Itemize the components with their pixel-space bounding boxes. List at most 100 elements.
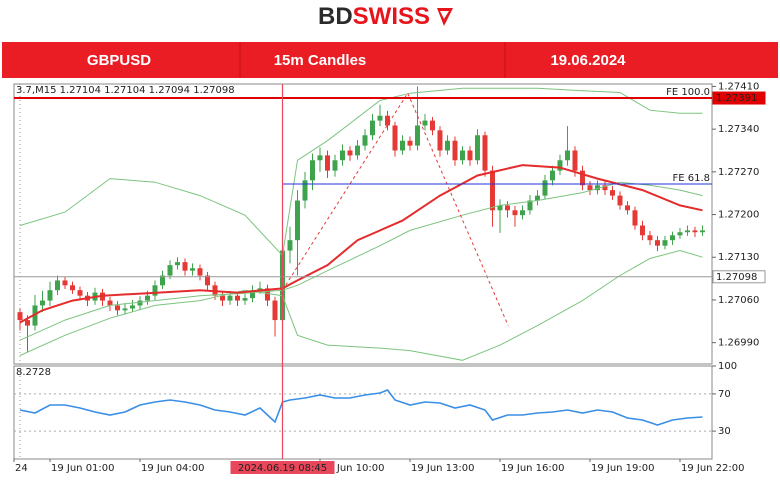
logo-red: SWISS: [353, 3, 430, 30]
indicator-line: [19, 389, 703, 426]
x-tick-label: 19 Jun 10:00: [321, 463, 385, 474]
symbol: GBPUSD: [87, 52, 151, 69]
candle-body: [497, 205, 503, 211]
candle-body: [602, 185, 608, 191]
candle-body: [519, 210, 525, 216]
candle-body: [677, 232, 683, 236]
candle-body: [317, 155, 323, 161]
candle-body: [197, 268, 203, 276]
candle-body: [339, 150, 345, 161]
x-tick-label: 19 Jun 13:00: [411, 463, 475, 474]
candle-body: [407, 140, 413, 146]
candle-body: [362, 135, 368, 146]
candle-body: [392, 125, 398, 151]
y-tick-label: 1.27200: [718, 210, 759, 221]
date: 19.06.2024: [550, 52, 626, 69]
indicator-line: [19, 87, 703, 257]
candle-body: [324, 155, 330, 171]
candle-body: [347, 150, 353, 156]
candle-body: [287, 240, 293, 251]
candle-body: [272, 300, 278, 321]
plot-layer: 1.27410 1.27340 1.27270 1.27200 1.27130 1.270…: [13, 81, 766, 474]
logo-arrow-cut: [440, 11, 449, 19]
candle-body: [257, 288, 263, 291]
level-tag: FE 61.8: [672, 173, 710, 184]
y-tick-label: 1.26990: [718, 338, 759, 349]
candle-body: [54, 280, 60, 291]
candle-body: [302, 180, 308, 201]
candle-body: [422, 120, 428, 126]
candle-body: [384, 115, 390, 126]
candle-body: [512, 210, 518, 216]
candle-body: [137, 300, 143, 306]
candle-body: [542, 180, 548, 196]
level-box: [712, 270, 766, 284]
crosshair-box: [230, 461, 335, 474]
candle-body: [144, 295, 150, 301]
candle-body: [527, 200, 533, 211]
candle-body: [264, 288, 270, 301]
y-tick-label: 1.27410: [718, 81, 759, 92]
candle-body: [369, 120, 375, 136]
candle-body: [77, 290, 83, 296]
x-tick-label: 24: [15, 463, 28, 474]
candle-body: [564, 150, 570, 161]
candle-body: [429, 120, 435, 131]
y-tick-label: 1.27340: [718, 124, 759, 135]
candle-body: [459, 150, 465, 161]
y-tick-label: 30: [718, 426, 731, 437]
candle-body: [549, 170, 555, 181]
candle-body: [227, 295, 233, 301]
candle-body: [609, 190, 615, 196]
candle-body: [249, 290, 255, 299]
candle-body: [669, 235, 675, 241]
y-tick-label: 70: [718, 389, 731, 400]
candle-body: [17, 312, 23, 321]
main-frame: [13, 83, 713, 365]
x-tick-label: 19 Jun 01:00: [51, 463, 115, 474]
logo-dark: BD: [318, 3, 353, 30]
indicator-line: [282, 92, 509, 326]
x-tick-label: 19 Jun 22:00: [681, 463, 745, 474]
level-tag: FE 100.0: [666, 87, 710, 98]
candle-body: [129, 305, 135, 309]
y-tick-label: 1.27060: [718, 295, 759, 306]
candle-body: [294, 200, 300, 241]
indicator-line: [19, 181, 703, 341]
candle-body: [24, 320, 30, 326]
candle-body: [482, 135, 488, 171]
logo: BDSWISS: [318, 3, 430, 30]
y-tick-label: 1.27270: [718, 167, 759, 178]
candle-body: [639, 225, 645, 236]
candle-body: [692, 230, 698, 233]
candle-body: [632, 210, 638, 226]
candle-body: [557, 160, 563, 171]
indicator-line: [19, 164, 703, 324]
candle-body: [182, 262, 188, 271]
candle-body: [504, 205, 510, 211]
candle-body: [624, 205, 630, 211]
candle-body: [399, 140, 405, 151]
candle-body: [159, 275, 165, 286]
candle-body: [662, 240, 668, 246]
candle-body: [534, 195, 540, 201]
candle-body: [699, 230, 705, 233]
candle-body: [572, 150, 578, 171]
level-box: [712, 91, 766, 105]
candle-body: [684, 230, 690, 233]
candle-body: [452, 140, 458, 161]
y-tick-label: 100: [718, 361, 737, 372]
x-tick-label: 19 Jun 16:00: [501, 463, 565, 474]
candle-body: [377, 115, 383, 121]
candle-body: [332, 160, 338, 171]
level-label: 1.27391: [716, 93, 757, 104]
candle-body: [354, 145, 360, 156]
candle-body: [174, 262, 180, 266]
candle-body: [594, 185, 600, 191]
candle-body: [654, 240, 660, 246]
candle-body: [309, 160, 315, 181]
x-tick-label: 19 Jun 19:00: [591, 463, 655, 474]
x-tick-label: 19 Jun 04:00: [141, 463, 205, 474]
candle-body: [62, 280, 68, 286]
